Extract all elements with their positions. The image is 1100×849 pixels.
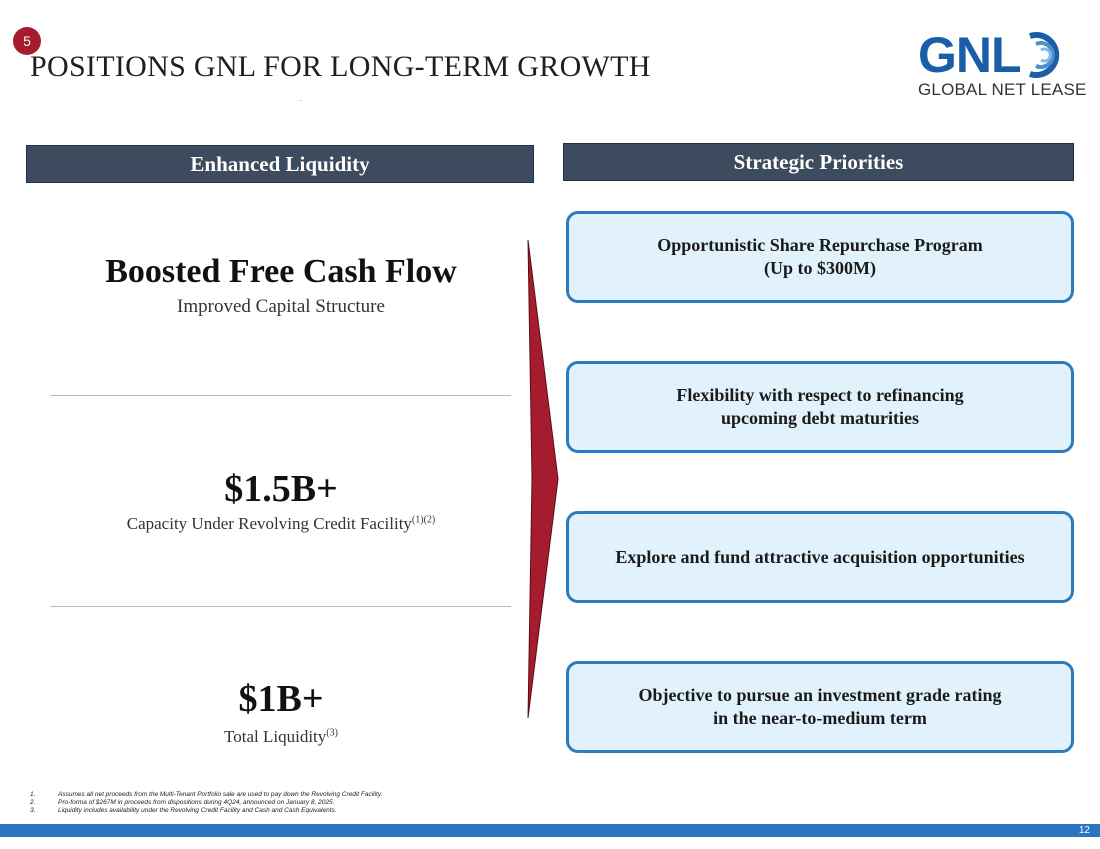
footnote-text: Liquidity includes availability under th… [58,807,337,814]
credit-capacity-headline: $1.5B+ [224,468,338,510]
priority-card-acquisitions: Explore and fund attractive acquisition … [566,511,1074,603]
priority-text: Opportunistic Share Repurchase Program (… [657,235,983,278]
footnote-text: Assumes all net proceeds from the Multi-… [58,791,383,798]
gnl-logo: GNL GLOBAL NET LEASE [918,27,1086,102]
footnote: 1. Assumes all net proceeds from the Mul… [30,791,382,799]
page-number: 12 [1078,825,1090,836]
credit-capacity-label: Capacity Under Revolving Credit Facility [126,514,412,533]
slide-title: POSITIONS GNL FOR LONG-TERM GROWTH [30,50,651,83]
priority-text: Explore and fund attractive acquisition … [615,546,1025,567]
logo-subtitle: GLOBAL NET LEASE [918,80,1087,99]
footnote-ref: (1)(2) [411,514,436,526]
total-liquidity-subtext: Total Liquidity(3) [50,727,512,747]
free-cash-flow-headline: Boosted Free Cash Flow [105,253,457,290]
footnote: 2. Pro-forma of $267M in proceeds from d… [30,799,382,807]
priority-text: Objective to pursue an investment grade … [638,685,1002,728]
footnote: 3. Liquidity includes availability under… [30,807,382,815]
total-liquidity-label: Total Liquidity [224,727,327,746]
footer-bar [0,824,1100,837]
free-cash-flow-subtext: Improved Capital Structure [177,296,385,317]
footnote-text: Pro-forma of $267M in proceeds from disp… [58,799,335,806]
section-badge: 5 [13,27,41,55]
total-liquidity-headline: $1B+ [238,678,324,720]
priority-card-investment-grade: Objective to pursue an investment grade … [566,661,1074,753]
priority-card-refinancing: Flexibility with respect to refinancing … [566,361,1074,453]
footnotes: 1. Assumes all net proceeds from the Mul… [30,791,382,815]
chevron-arrow-icon [527,240,559,718]
priority-card-share-repurchase: Opportunistic Share Repurchase Program (… [566,211,1074,303]
logo-wordmark: GNL [918,27,1022,83]
footnote-number: 1. [30,791,36,798]
divider [50,395,511,396]
enhanced-liquidity-header: Enhanced Liquidity [26,145,534,183]
logo-swirl-icon [1029,32,1060,78]
divider [50,606,511,607]
credit-capacity-subtext: Capacity Under Revolving Credit Facility… [50,514,512,534]
strategic-priorities-header: Strategic Priorities [563,143,1074,181]
footnote-number: 2. [30,799,36,806]
decorative-dot [300,100,301,101]
footnote-number: 3. [30,807,36,814]
footnote-ref: (3) [326,727,338,739]
priority-text: Flexibility with respect to refinancing … [676,385,964,428]
